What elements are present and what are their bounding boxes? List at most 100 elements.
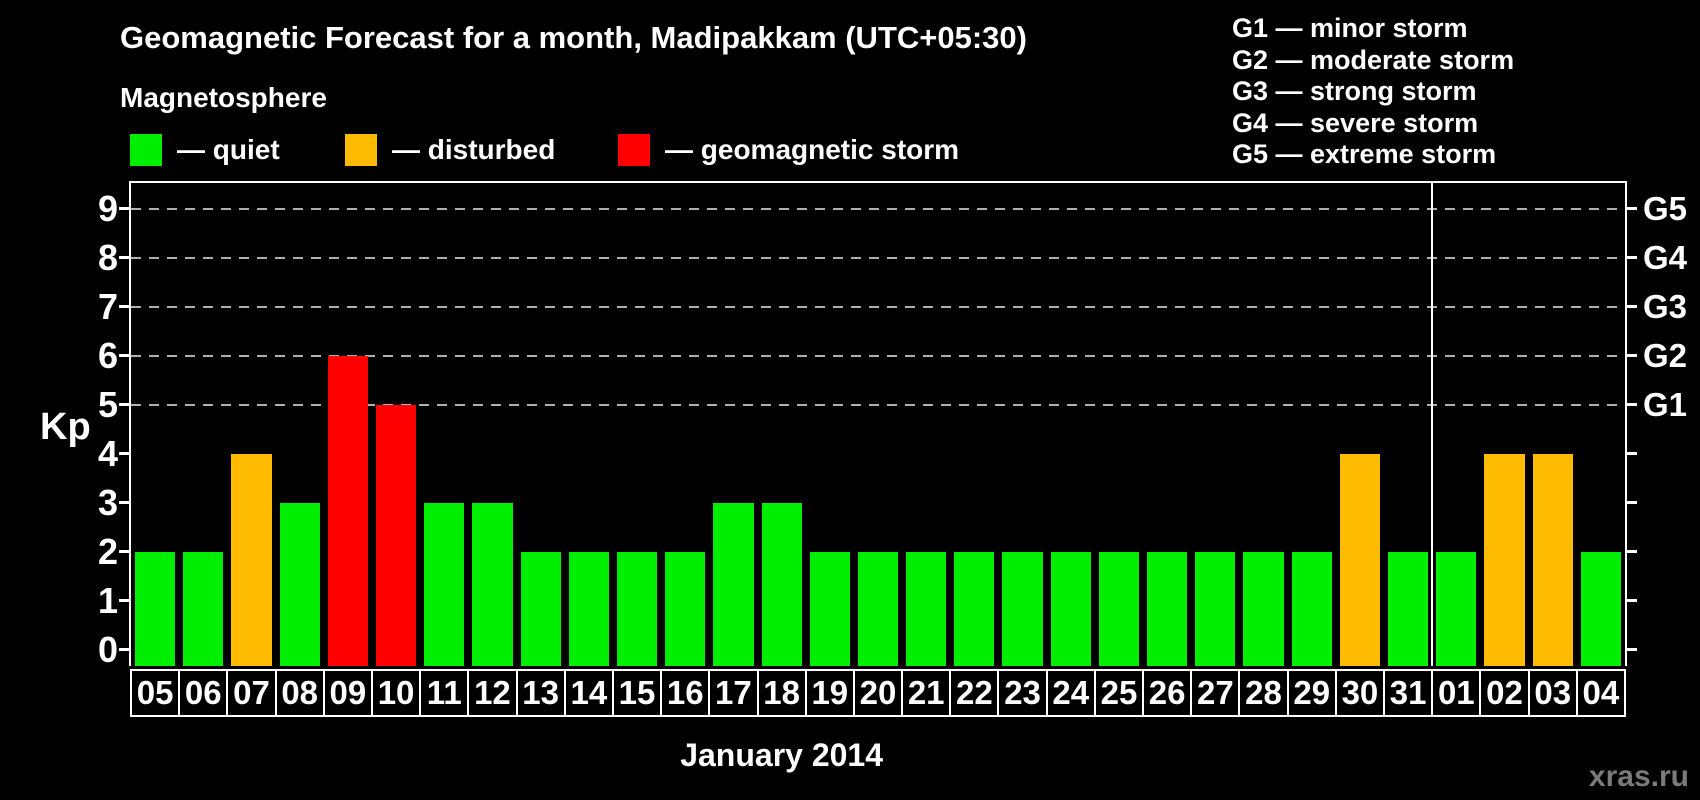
kp-bar-day-06 [183,551,224,666]
y-tick-right-1 [1625,599,1637,603]
legend-swatch-storm-icon [618,134,650,166]
gridline-kp9 [131,207,1625,210]
kp-bar-day-03 [1532,453,1573,666]
kp-bar-day-13 [520,551,561,666]
y-tick-right-3 [1625,501,1637,505]
kp-bar-day-20 [857,551,899,666]
kp-bar-day-08 [279,502,320,666]
kp-bar-day-02 [1484,453,1525,666]
g-axis-label-G4: G4 [1643,238,1688,276]
y-tick-right-8 [1625,256,1637,260]
y-tick-label-2: 2 [97,530,118,572]
y-tick-left-7 [119,305,131,309]
kp-bar-day-28 [1243,551,1284,666]
y-tick-right-5 [1625,403,1637,407]
day-label-05: 05 [130,669,181,717]
storm-scale-line-g2: G2 — moderate storm [1232,44,1515,75]
y-tick-right-4 [1625,452,1637,456]
y-tick-left-1 [119,599,131,603]
day-label-02: 02 [1479,669,1530,717]
y-tick-left-5 [119,403,131,407]
kp-bar-day-31 [1388,551,1429,666]
kp-bar-day-05 [135,551,176,666]
day-label-16: 16 [660,669,711,717]
y-tick-label-7: 7 [97,285,118,327]
y-tick-left-2 [119,550,131,554]
g-axis-label-G3: G3 [1643,287,1688,325]
day-label-19: 19 [804,669,855,717]
y-tick-right-7 [1625,305,1637,309]
y-tick-label-8: 8 [97,236,118,278]
y-tick-right-9 [1625,207,1637,211]
kp-bar-day-22 [954,551,995,666]
kp-bar-day-25 [1098,551,1140,666]
day-label-10: 10 [370,669,422,717]
kp-bar-day-24 [1050,551,1091,666]
gridline-kp5 [131,403,1625,406]
day-label-24: 24 [1045,669,1096,717]
chart-title: Geomagnetic Forecast for a month, Madipa… [120,20,1027,55]
kp-bar-day-07 [231,453,272,666]
g-axis-label-G2: G2 [1643,336,1688,374]
day-label-14: 14 [563,669,614,717]
gridline-kp6 [131,354,1625,357]
kp-bar-day-09 [327,355,368,666]
watermark-xras: xras.ru [1588,760,1689,793]
day-label-31: 31 [1383,669,1434,717]
kp-bar-day-10 [375,404,417,666]
y-tick-left-0 [119,648,131,652]
legend-item-quiet: — quiet [130,134,280,166]
day-label-23: 23 [997,669,1048,717]
month-boundary-line [1431,183,1434,666]
day-label-29: 29 [1286,669,1337,717]
y-tick-label-3: 3 [97,481,118,523]
kp-bar-day-19 [809,551,850,666]
y-tick-left-8 [119,256,131,260]
legend-swatch-quiet-icon [130,134,162,166]
day-label-27: 27 [1190,669,1241,717]
day-label-01: 01 [1431,669,1482,717]
storm-scale-line-g4: G4 — severe storm [1232,107,1479,138]
y-tick-left-4 [119,452,131,456]
kp-bar-day-01 [1436,551,1477,666]
day-label-15: 15 [611,669,663,717]
kp-bar-day-12 [472,502,513,666]
storm-scale-line-g3: G3 — strong storm [1232,76,1477,107]
day-label-11: 11 [419,669,470,717]
day-label-22: 22 [949,669,1000,717]
day-label-08: 08 [274,669,325,717]
legend-item-storm: — geomagnetic storm [618,134,959,166]
g-axis-label-G1: G1 [1643,385,1688,423]
legend-swatch-disturbed-icon [345,134,377,166]
y-tick-label-0: 0 [97,628,118,670]
day-label-26: 26 [1142,669,1193,717]
kp-bar-day-17 [713,502,754,666]
storm-scale-line-g1: G1 — minor storm [1232,13,1468,43]
kp-bar-day-11 [424,502,465,666]
day-label-03: 03 [1527,669,1578,717]
gridline-kp8 [131,256,1625,259]
day-label-21: 21 [901,669,952,717]
y-tick-right-2 [1625,550,1637,554]
legend-item-disturbed: — disturbed [345,134,555,166]
kp-bar-day-29 [1291,551,1332,666]
day-label-06: 06 [178,669,229,717]
x-axis-title-month: January 2014 [680,737,884,773]
legend-label-storm: — geomagnetic storm [665,134,960,165]
y-tick-right-0 [1625,648,1637,652]
y-tick-right-6 [1625,354,1637,358]
day-label-25: 25 [1093,669,1145,717]
kp-bar-day-30 [1339,453,1381,666]
day-label-12: 12 [467,669,518,717]
legend-label-disturbed: — disturbed [392,134,556,165]
kp-bar-day-23 [1002,551,1043,666]
magnetosphere-section-label: Magnetosphere [120,82,327,113]
kp-bar-day-14 [568,551,609,666]
kp-bar-day-18 [761,502,802,666]
day-label-07: 07 [226,669,277,717]
y-tick-label-4: 4 [97,432,118,474]
day-label-30: 30 [1334,669,1386,717]
kp-bar-day-15 [616,551,658,666]
y-tick-label-6: 6 [97,334,118,376]
